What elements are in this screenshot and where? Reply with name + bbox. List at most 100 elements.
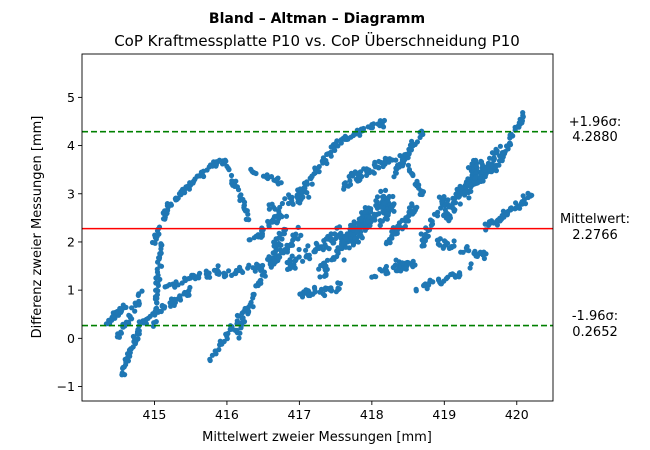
data-point [382, 159, 388, 165]
data-point [247, 302, 253, 308]
data-point [168, 300, 175, 306]
data-point [164, 283, 170, 289]
data-point [414, 139, 420, 145]
data-point [354, 229, 360, 235]
data-point [206, 270, 212, 276]
data-point [466, 195, 472, 201]
data-point [413, 288, 419, 294]
data-point [421, 243, 427, 249]
data-point [156, 255, 162, 261]
data-point [472, 175, 478, 181]
data-point [292, 265, 298, 271]
data-point [238, 323, 244, 329]
data-point [297, 186, 303, 192]
data-point [221, 338, 227, 345]
data-point [352, 235, 358, 242]
data-point [473, 157, 479, 163]
data-point [383, 271, 389, 277]
data-point [226, 268, 232, 274]
data-point [346, 173, 352, 180]
data-point [468, 261, 474, 267]
data-point [384, 211, 390, 217]
data-point [384, 239, 390, 245]
data-point [253, 170, 259, 177]
data-point [305, 292, 312, 299]
data-point [155, 282, 161, 289]
data-point [367, 214, 373, 220]
data-point [443, 209, 449, 215]
data-point [373, 274, 379, 280]
data-point [334, 248, 340, 254]
y-tick-label: 2 [67, 234, 75, 249]
data-point [312, 285, 318, 291]
data-point [154, 269, 161, 275]
data-point [309, 173, 315, 179]
data-point [446, 204, 452, 210]
data-point [317, 274, 323, 280]
data-point [438, 205, 444, 211]
data-point [223, 331, 229, 337]
y-tick-label: 1 [67, 283, 75, 298]
data-point [472, 248, 478, 254]
data-point [304, 190, 310, 196]
data-point [525, 194, 531, 201]
data-point [379, 218, 385, 224]
data-point [343, 244, 349, 250]
data-point [236, 335, 242, 341]
data-point [450, 272, 457, 278]
data-point [458, 185, 464, 192]
data-point [521, 198, 527, 204]
data-point [118, 308, 124, 314]
data-point [416, 185, 422, 191]
data-point [318, 286, 325, 292]
data-point [487, 155, 493, 161]
data-point [342, 135, 348, 141]
data-point [368, 124, 374, 130]
data-point [264, 172, 270, 178]
data-point [504, 143, 510, 149]
data-point [132, 308, 138, 314]
data-point [318, 262, 324, 269]
data-point [377, 222, 383, 228]
data-point [254, 264, 260, 271]
data-point [347, 231, 353, 237]
data-point [331, 256, 337, 262]
data-point [224, 163, 230, 169]
data-point [282, 196, 288, 202]
data-point [355, 175, 361, 181]
data-point [497, 143, 503, 149]
data-point [358, 216, 364, 223]
data-point [316, 164, 322, 170]
data-point [158, 242, 164, 248]
data-point [451, 243, 457, 249]
data-point [419, 131, 425, 137]
data-point [439, 198, 445, 204]
data-point [328, 231, 334, 237]
data-point [177, 297, 184, 303]
data-point [405, 162, 411, 168]
data-point [374, 199, 380, 205]
data-point [237, 193, 243, 199]
data-point [233, 270, 239, 277]
mean-label: Mittelwert: [560, 212, 630, 227]
y-tick-label: −1 [57, 379, 75, 394]
data-point [409, 138, 415, 144]
data-point [266, 206, 272, 212]
data-point [372, 159, 378, 165]
data-point [331, 146, 337, 152]
data-point [283, 213, 290, 219]
data-point [452, 196, 458, 202]
data-point [457, 272, 463, 278]
data-point [171, 283, 177, 289]
plot-area [82, 54, 553, 401]
data-point [357, 132, 363, 138]
data-point [486, 219, 492, 225]
data-point [335, 287, 341, 293]
data-point [132, 300, 138, 306]
data-point [216, 157, 223, 163]
lower-loa-value: 0.2652 [572, 325, 618, 340]
data-point [313, 168, 319, 174]
data-point [212, 348, 218, 354]
data-point [272, 206, 278, 212]
data-point [153, 275, 159, 281]
